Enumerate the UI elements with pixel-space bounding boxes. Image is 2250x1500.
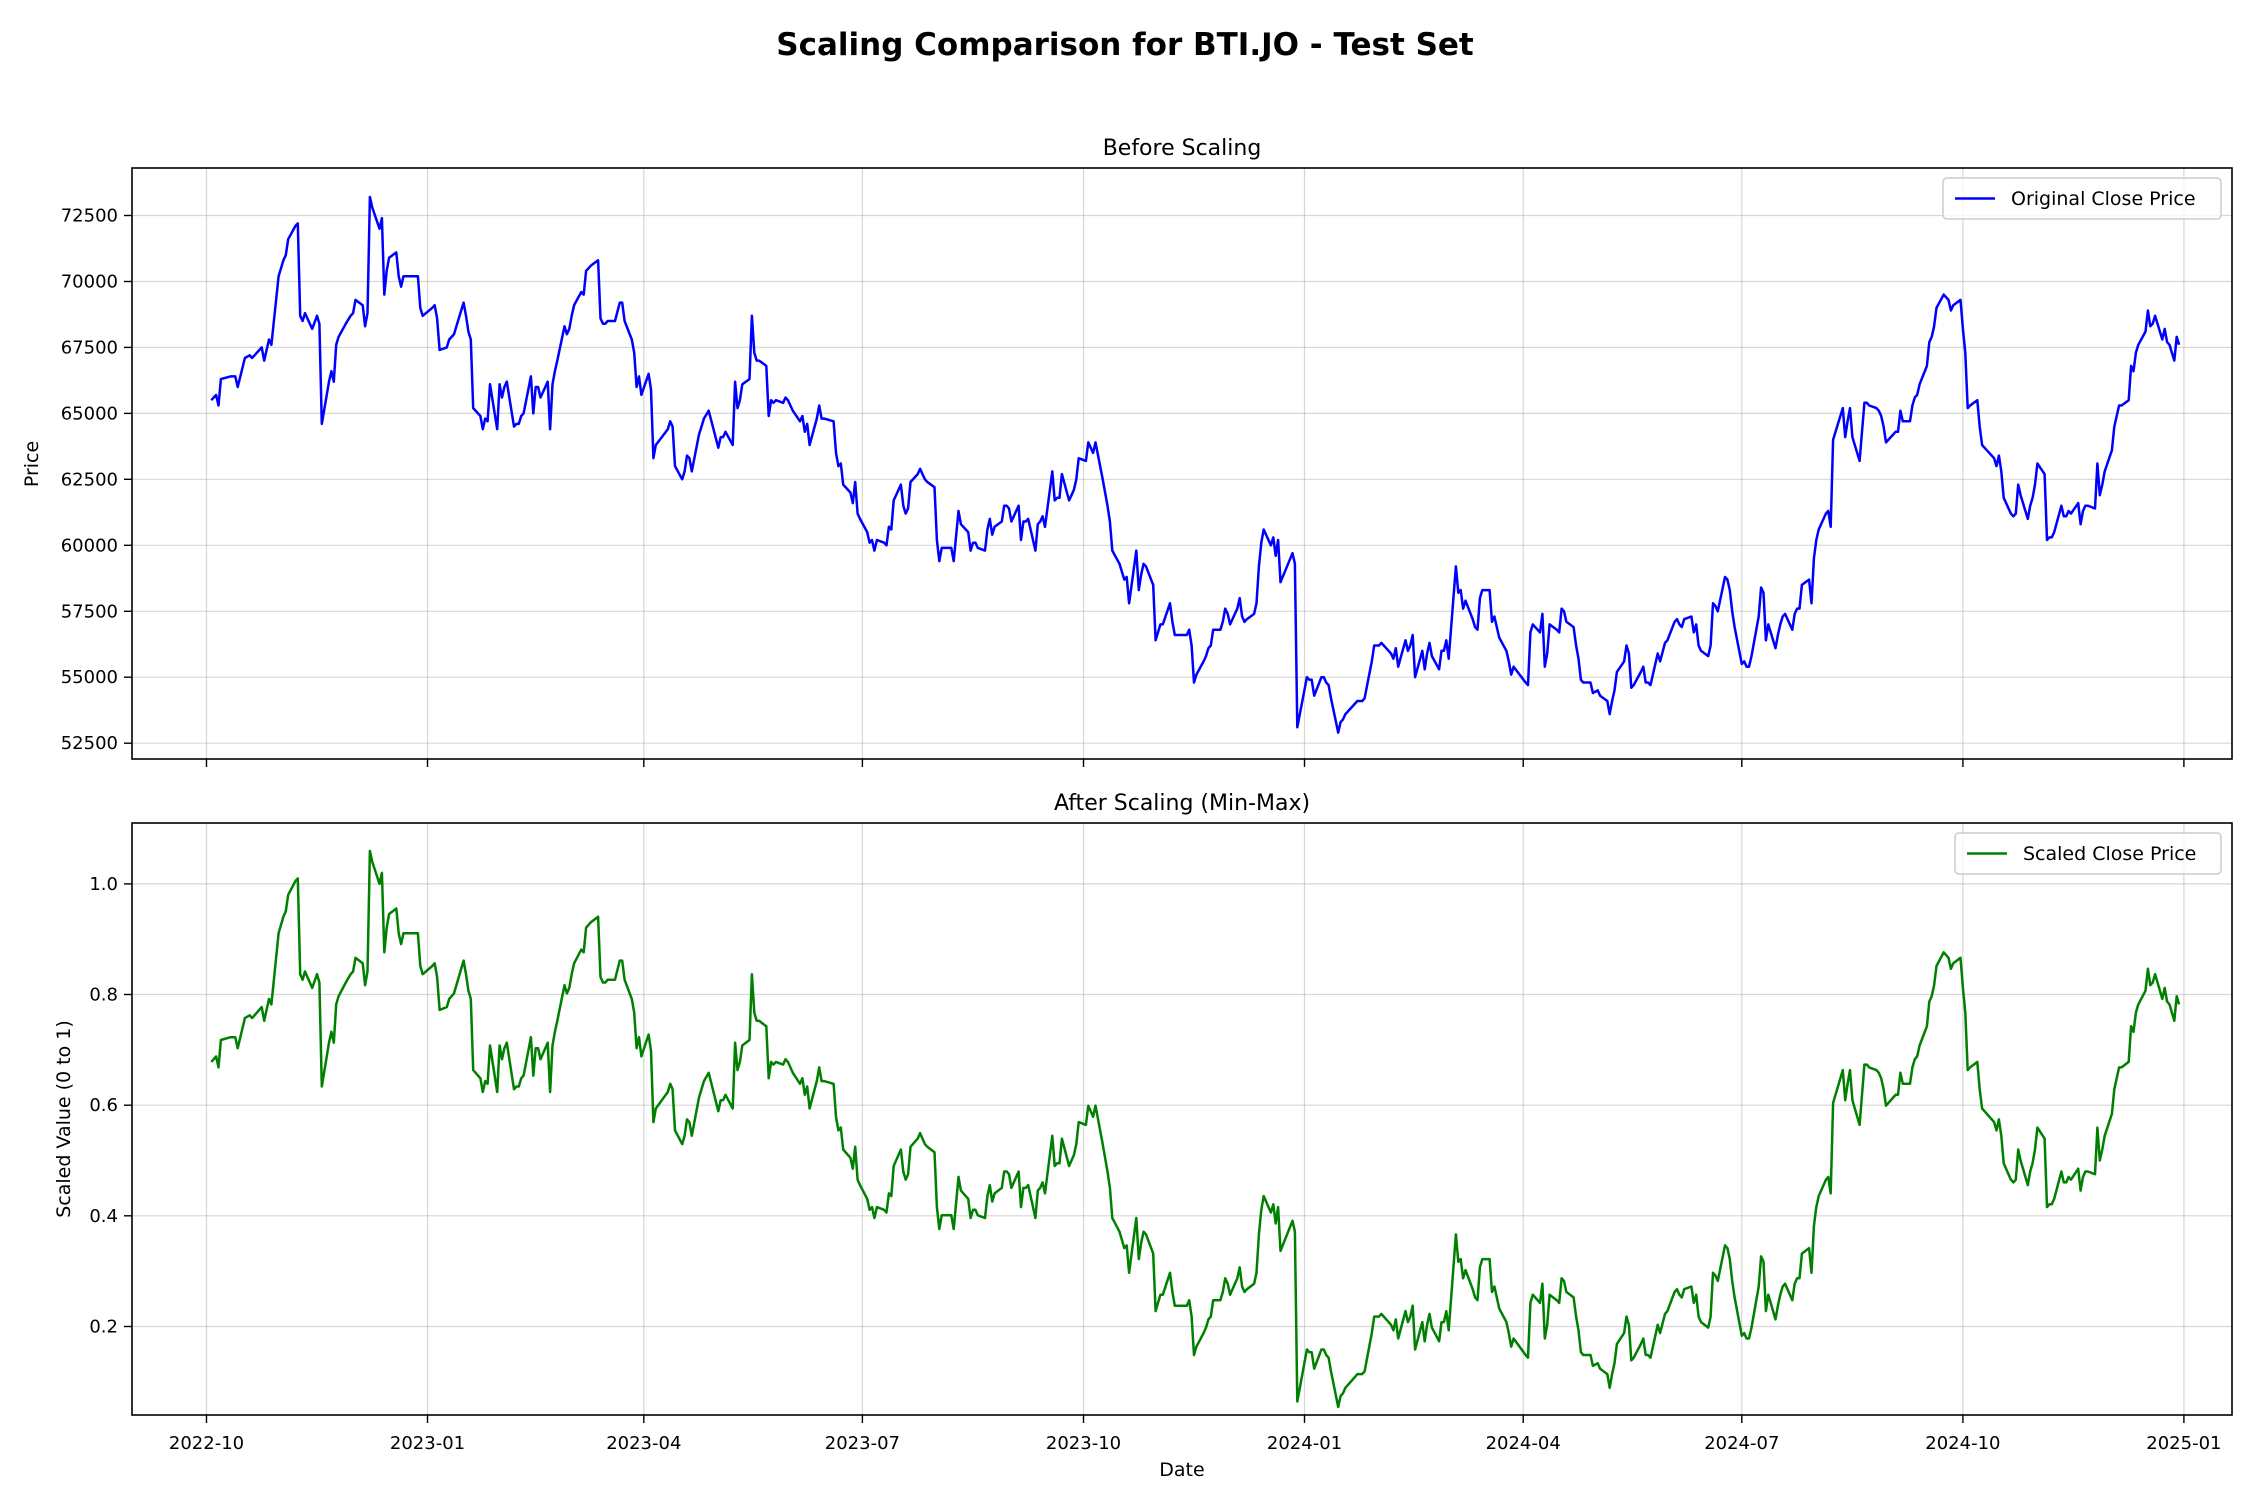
y-tick-label: 0.8: [89, 985, 118, 1006]
x-tick-label: 2023-10: [1046, 1433, 1121, 1454]
y-tick-label: 65000: [61, 403, 118, 424]
y-tick-label: 67500: [61, 337, 118, 358]
y-tick-label: 72500: [61, 206, 118, 227]
y-tick-label: 70000: [61, 272, 118, 293]
legend-label-original-close-price: Original Close Price: [2011, 188, 2196, 210]
top-panel-title: Before Scaling: [1103, 136, 1262, 161]
bottom-panel: After Scaling (Min-Max) 2022-10 2023-01 20…: [53, 791, 2233, 1481]
bottom-panel-legend: Scaled Close Price: [1954, 832, 2222, 875]
y-tick-label: 0.6: [89, 1095, 118, 1116]
legend-box: [1942, 177, 2222, 220]
y-tick-label: 60000: [61, 535, 118, 556]
top-panel-frame: [131, 167, 2233, 760]
x-tick-label: 2024-01: [1267, 1433, 1342, 1454]
y-tick-label: 62500: [61, 469, 118, 490]
x-tick-label: 2024-10: [1925, 1433, 2000, 1454]
y-tick-label: 0.4: [89, 1206, 118, 1227]
x-tick-label: 2023-04: [606, 1433, 681, 1454]
x-tick-label: 2023-01: [390, 1433, 465, 1454]
top-panel-grid: [132, 168, 2232, 759]
bottom-panel-title: After Scaling (Min-Max): [1054, 791, 1310, 816]
bottom-panel-ticks: 2022-10 2023-01 2023-04 2023-07 2023-10 2024-…: [89, 874, 2221, 1454]
y-tick-label: 55000: [61, 667, 118, 688]
original-close-price-line: [210, 195, 2181, 734]
x-tick-label: 2024-04: [1486, 1433, 1561, 1454]
y-tick-label: 52500: [61, 733, 118, 754]
bottom-panel-xlabel: Date: [1159, 1459, 1204, 1481]
x-tick-label: 2022-10: [169, 1433, 244, 1454]
y-tick-label: 57500: [61, 601, 118, 622]
top-panel-ylabel: Price: [21, 441, 43, 487]
figure-title: Scaling Comparison for BTI.JO - Test Set: [776, 27, 1474, 63]
y-tick-label: 0.2: [89, 1317, 118, 1338]
bottom-panel-grid: [132, 823, 2232, 1415]
x-tick-label: 2025-01: [2146, 1433, 2221, 1454]
x-tick-label: 2024-07: [1704, 1433, 1779, 1454]
legend-label-scaled-close-price: Scaled Close Price: [2023, 843, 2196, 865]
y-tick-label: 1.0: [89, 874, 118, 895]
top-panel-ticks: 52500 55000 57500 60000 62500 65000 67500 70000…: [61, 206, 2185, 767]
top-panel: Before Scaling 52500 55000 57500 60000 62500…: [21, 136, 2233, 767]
x-tick-label: 2023-07: [825, 1433, 900, 1454]
top-panel-legend: Original Close Price: [1942, 177, 2222, 220]
legend-box: [1954, 832, 2222, 875]
scaled-close-price-line: [210, 849, 2181, 1409]
bottom-panel-ylabel: Scaled Value (0 to 1): [53, 1020, 75, 1218]
bottom-panel-frame: [131, 822, 2233, 1416]
